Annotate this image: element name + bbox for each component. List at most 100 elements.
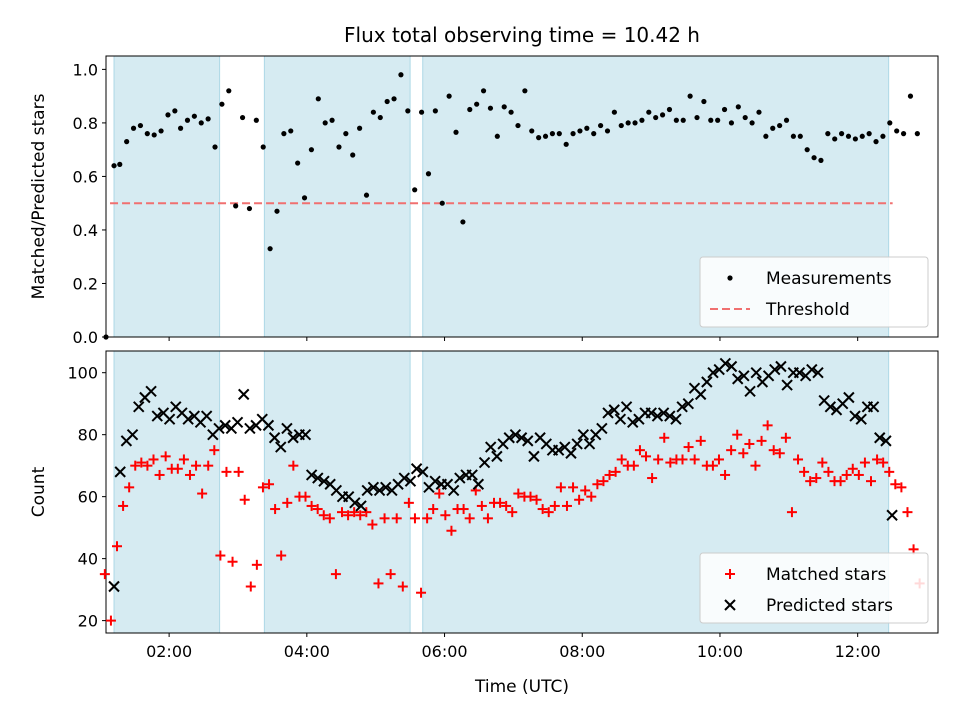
measurement-point	[845, 133, 852, 139]
matched-star-point	[823, 466, 834, 477]
measurement-point	[439, 200, 445, 206]
predicted-star-point	[244, 422, 256, 435]
predicted-mark-b	[824, 401, 837, 413]
matched-star-point	[458, 504, 469, 515]
measurement-point	[151, 132, 157, 138]
measurement-point	[804, 147, 810, 153]
measurement-point	[308, 147, 315, 153]
predicted-star-point	[361, 484, 373, 497]
matched-star-point	[634, 445, 645, 456]
matched-star-point	[191, 460, 202, 471]
predicted-mark-b	[793, 366, 806, 379]
predicted-mark-b	[571, 438, 583, 450]
predicted-mark-b	[342, 490, 355, 503]
measurement-point	[184, 117, 191, 123]
matched-star-point	[501, 500, 512, 511]
measurement-point	[172, 108, 178, 114]
predicted-mark-b	[818, 394, 830, 407]
matched-star-point	[859, 457, 870, 468]
measurement-point	[591, 131, 597, 137]
matched-star-point	[257, 482, 268, 493]
predicted-star-point	[651, 410, 664, 422]
measurement-point	[425, 171, 432, 177]
matched-star-point	[142, 460, 153, 471]
predicted-mark-b	[534, 432, 546, 444]
matched-star-point	[713, 454, 724, 465]
predicted-mark-b	[880, 435, 892, 447]
predicted-star-point	[738, 370, 750, 382]
measurement-point	[749, 120, 755, 126]
matched-star-point	[172, 463, 183, 474]
measurement-point	[205, 116, 211, 122]
predicted-mark-b	[812, 366, 824, 379]
predicted-star-point	[281, 422, 293, 435]
predicted-star-point	[417, 466, 429, 478]
matched-star-point	[99, 569, 110, 580]
matched-star-point	[653, 454, 664, 465]
predicted-mark-b	[133, 401, 145, 413]
measurement-point	[790, 133, 797, 139]
predicted-star-point	[312, 472, 324, 484]
predicted-star-point	[602, 407, 614, 419]
matched-star-point	[124, 482, 135, 493]
predicted-mark-b	[466, 469, 478, 481]
predicted-star-point	[645, 407, 657, 419]
matched-star-point	[738, 448, 749, 459]
matched-star-point	[604, 469, 615, 480]
legend-label: Threshold	[765, 300, 850, 320]
ytick-label: 100	[67, 364, 98, 383]
matched-star-point	[531, 494, 542, 505]
measurement-point	[446, 93, 452, 99]
predicted-star-point	[200, 410, 213, 422]
matched-star-point	[683, 442, 694, 453]
matched-star-point	[872, 454, 883, 465]
predicted-mark-b	[732, 373, 744, 385]
measurement-point	[515, 122, 521, 129]
predicted-star-point	[515, 432, 528, 444]
predicted-mark-b	[238, 388, 250, 401]
measurement-point	[818, 157, 824, 163]
legend-label: Matched stars	[766, 565, 886, 585]
measurement-point	[563, 141, 569, 147]
matched-star-point	[184, 469, 195, 480]
predicted-star-point	[565, 447, 577, 459]
xtick-label: 04:00	[284, 642, 330, 661]
matched-star-point	[409, 513, 420, 524]
measurement-point	[625, 120, 631, 126]
measurement-point	[246, 205, 253, 212]
matched-star-point	[865, 476, 876, 487]
predicted-mark-b	[318, 475, 330, 487]
measurement-point	[432, 108, 438, 114]
predicted-mark-b	[781, 379, 793, 391]
predicted-mark-b	[491, 450, 503, 463]
measurement-point	[137, 122, 144, 129]
predicted-mark-b	[244, 422, 256, 435]
predicted-mark-b	[417, 466, 429, 478]
matched-star-point	[324, 513, 335, 524]
matched-star-point	[647, 473, 658, 484]
y-axis-label: Matched/Predicted stars	[29, 93, 49, 299]
matched-star-point	[118, 500, 129, 511]
predicted-mark-b	[380, 481, 392, 494]
measurement-point	[412, 187, 418, 193]
predicted-star-point	[750, 366, 762, 379]
matched-star-point	[628, 460, 639, 471]
legend-1: Measurements Threshold	[699, 256, 929, 328]
matched-star-point	[233, 466, 244, 477]
predicted-star-point	[491, 450, 503, 463]
predicted-mark-b	[602, 407, 614, 419]
predicted-mark-b	[645, 407, 657, 419]
measurement-point	[556, 131, 562, 137]
predicted-star-point	[775, 360, 787, 373]
measurement-point	[315, 96, 321, 102]
predicted-star-point	[262, 419, 275, 432]
legend-2: Matched stars Predicted stars	[699, 552, 929, 624]
matched-star-point	[811, 473, 822, 484]
measurement-point	[391, 96, 397, 102]
predicted-mark-b	[219, 419, 231, 432]
matched-star-point	[160, 451, 171, 462]
matched-star-point	[884, 466, 895, 477]
measurement-point	[880, 133, 886, 139]
data-marks	[99, 72, 925, 626]
predicted-star-point	[806, 363, 818, 376]
